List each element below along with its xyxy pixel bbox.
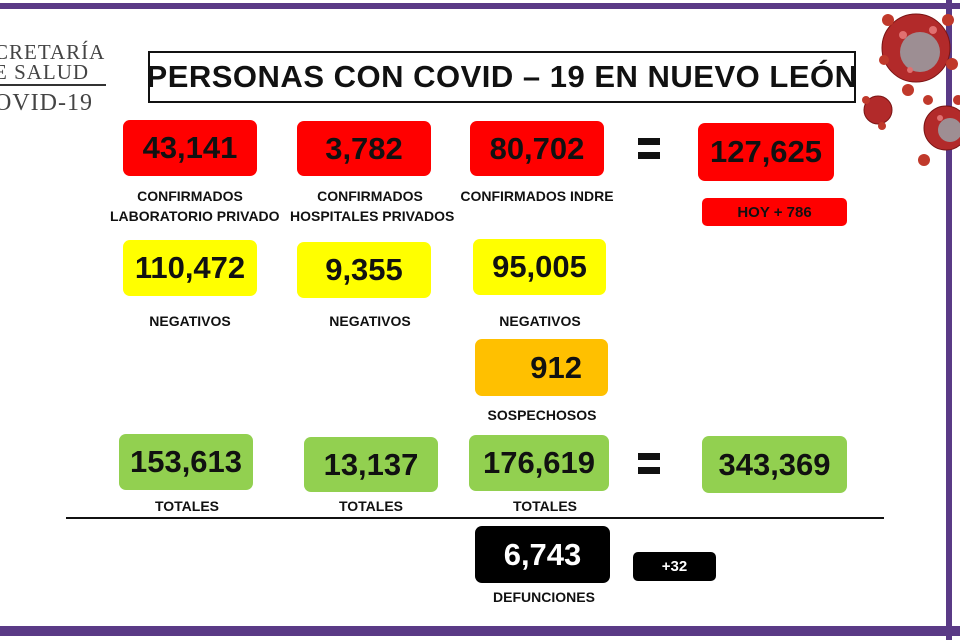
deaths-box: 6,743 — [475, 526, 610, 583]
grand-total-value: 343,369 — [718, 446, 831, 482]
negatives-private-lab-label: NEGATIVOS — [149, 313, 231, 329]
frame-bottom-border — [0, 626, 960, 636]
negatives-indre-box: 95,005 — [473, 239, 606, 295]
confirmed-private-hospitals-box: 3,782 — [297, 121, 431, 176]
frame-right-border — [946, 0, 952, 640]
negatives-private-lab-value: 110,472 — [134, 250, 246, 285]
logo-line-2: E SALUD — [0, 60, 90, 84]
grand-total-box: 343,369 — [702, 436, 847, 493]
confirmed-indre-value: 80,702 — [489, 130, 585, 166]
confirmed-private-hospitals-label-line2: HOSPITALES PRIVADOS — [290, 208, 455, 224]
negatives-private-lab-box: 110,472 — [123, 240, 257, 296]
totals-private-lab-value: 153,613 — [129, 444, 243, 479]
confirmed-private-hospitals-label-line1: CONFIRMADOS — [317, 188, 423, 204]
negatives-private-hospitals-value: 9,355 — [325, 252, 403, 287]
totals-private-hospitals-box: 13,137 — [304, 437, 438, 492]
negatives-private-hospitals-box: 9,355 — [297, 242, 431, 298]
negatives-indre-value: 95,005 — [492, 249, 587, 284]
suspects-value: 912 — [530, 349, 582, 385]
frame-top-border — [0, 3, 960, 9]
page-title: PERSONAS CON COVID – 19 EN NUEVO LEÓN — [146, 59, 858, 94]
confirmed-private-hospitals-value: 3,782 — [325, 130, 403, 166]
confirmed-private-lab-label-line2: LABORATORIO PRIVADO — [110, 208, 280, 224]
totals-private-lab-label: TOTALES — [154, 498, 220, 514]
confirmed-private-lab-value: 43,141 — [142, 130, 238, 165]
divider-line — [66, 517, 884, 519]
logo-line-3: OVID-19 — [0, 90, 93, 116]
totals-private-lab-box: 153,613 — [119, 434, 253, 490]
today-increase-badge: HOY + 786 — [702, 198, 847, 226]
secretaria-salud-logo: CRETARÍA E SALUD OVID-19 — [0, 40, 114, 120]
deaths-increase-badge: +32 — [633, 552, 716, 581]
confirmed-total-box: 127,625 — [698, 123, 834, 181]
negatives-private-hospitals-label: NEGATIVOS — [329, 313, 411, 329]
equals-icon-confirmed — [638, 138, 660, 160]
confirmed-total-value: 127,625 — [709, 134, 823, 169]
confirmed-private-lab-label: CONFIRMADOS LABORATORIO PRIVADO — [110, 186, 280, 226]
totals-private-hospitals-label: TOTALES — [338, 498, 404, 514]
negatives-indre-label: NEGATIVOS — [499, 313, 581, 329]
totals-indre-label: TOTALES — [512, 498, 578, 514]
totals-private-hospitals-value: 13,137 — [323, 446, 419, 482]
today-increase-value: HOY + 786 — [737, 203, 812, 221]
logo-line-1: CRETARÍA — [0, 40, 106, 64]
page-title-box: PERSONAS CON COVID – 19 EN NUEVO LEÓN — [146, 51, 858, 103]
suspects-label: SOSPECHOSOS — [487, 407, 597, 423]
confirmed-indre-label: CONFIRMADOS INDRE — [460, 188, 614, 204]
totals-indre-value: 176,619 — [482, 445, 596, 480]
deaths-increase-value: +32 — [661, 558, 688, 575]
confirmed-indre-box: 80,702 — [470, 121, 604, 176]
deaths-label: DEFUNCIONES — [493, 589, 595, 605]
equals-icon-totals — [638, 453, 660, 475]
confirmed-private-hospitals-label: CONFIRMADOS HOSPITALES PRIVADOS — [290, 186, 455, 226]
confirmed-private-lab-label-line1: CONFIRMADOS — [137, 188, 243, 204]
totals-indre-box: 176,619 — [469, 435, 609, 491]
coronavirus-icon — [862, 13, 960, 166]
deaths-value: 6,743 — [503, 536, 582, 572]
suspects-box: 912 — [475, 339, 608, 396]
logo-divider — [0, 84, 106, 86]
confirmed-private-lab-box: 43,141 — [123, 120, 257, 176]
